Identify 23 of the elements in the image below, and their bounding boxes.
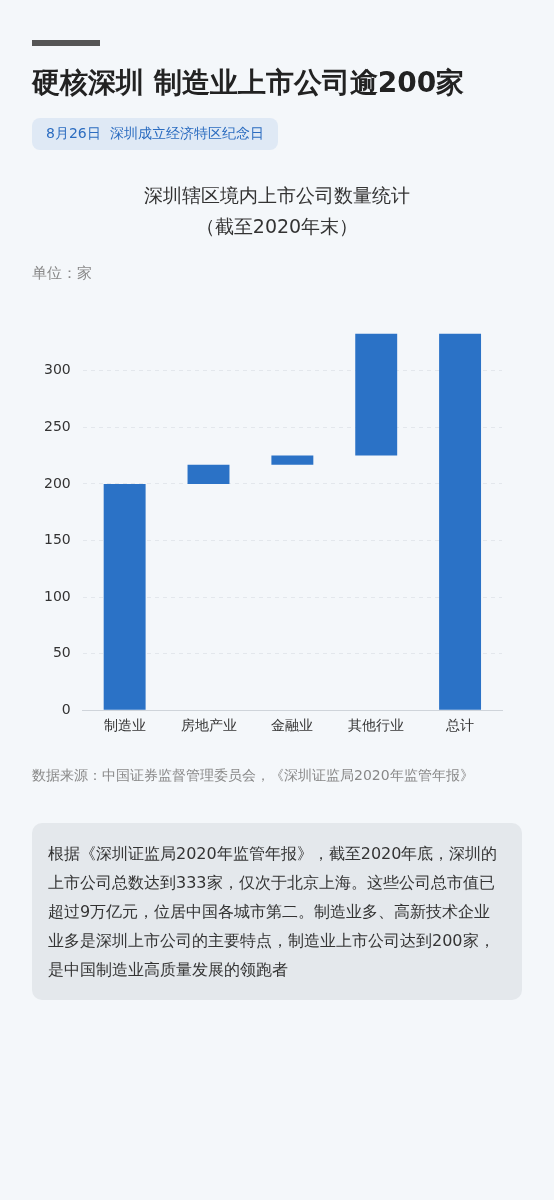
text: 根据《深圳证监局2020年监管年报》，截至2020年底，深圳的上市公司总数达到333家，仅次于北京上海。这些公司总市值已超过9万亿元，位居中国各城市第二。制造业多、高新技术企业业多是深圳上市公司的主要特点，制造业上市公司达到200家，是中国制造业高质量发展的领跑者 [32,823,522,1000]
x-tick-label: 制造业 [103,717,146,734]
chart-title: 硬核深圳 制造业上市公司逾200家 [32,65,466,101]
chart-subtitle: 深圳辖区境内上市公司数量统计（截至2020年末） [143,183,411,239]
text: 单位：家 [32,264,93,283]
x-tick-label: 其他行业 [348,717,405,734]
y-tick-label: 50 [52,644,71,661]
y-tick-label: 300 [43,361,71,378]
y-tick-label: 150 [43,531,71,548]
text: 8月26日 深圳成立经济特区纪念日 [32,118,278,150]
y-tick-label: 0 [61,700,71,717]
bar [355,333,398,456]
bar [439,333,482,710]
x-tick-label: 总计 [445,717,475,734]
bar [271,455,314,465]
y-tick-label: 100 [43,587,71,604]
bar [103,483,146,710]
y-tick-label: 200 [43,474,71,491]
bar [187,464,230,484]
source-note: 数据来源：中国证券监督管理委员会，《深圳证监局2020年监管年报》 [32,766,475,785]
x-tick-label: 金融业 [271,717,314,734]
y-tick-label: 250 [43,417,71,434]
x-tick-label: 房地产业 [180,717,237,734]
